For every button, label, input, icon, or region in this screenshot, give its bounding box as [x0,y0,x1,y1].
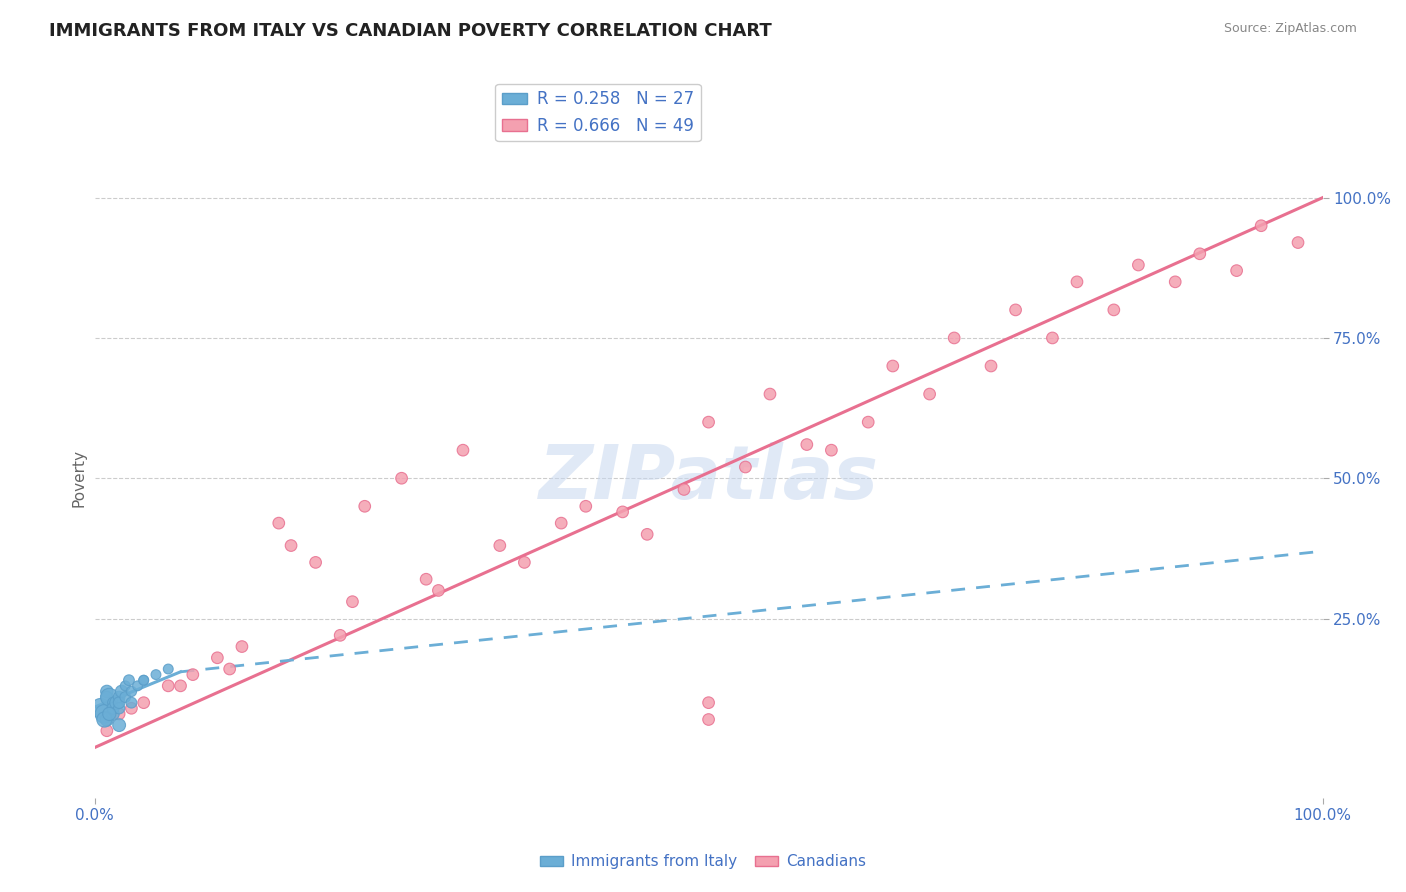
Point [796,437,818,451]
Point [1102,302,1125,317]
Point [943,331,966,345]
Point [451,443,474,458]
Point [636,527,658,541]
Point [415,572,437,586]
Point [1004,302,1026,317]
Point [108,718,131,732]
Point [120,701,142,715]
Point [101,696,124,710]
Point [108,690,131,704]
Point [858,415,880,429]
Point [550,516,572,530]
Point [980,359,1002,373]
Point [132,696,155,710]
Point [114,679,136,693]
Point [110,684,132,698]
Point [342,595,364,609]
Point [1286,235,1309,250]
Point [108,696,131,710]
Text: IMMIGRANTS FROM ITALY VS CANADIAN POVERTY CORRELATION CHART: IMMIGRANTS FROM ITALY VS CANADIAN POVERT… [49,22,772,40]
Point [513,555,536,569]
Point [218,662,240,676]
Point [96,713,118,727]
Legend: Immigrants from Italy, Canadians: Immigrants from Italy, Canadians [534,848,872,875]
Point [280,539,302,553]
Point [759,387,782,401]
Point [132,673,155,688]
Point [1066,275,1088,289]
Point [1226,263,1249,277]
Point [697,696,720,710]
Point [132,673,155,688]
Text: ZIPatlas: ZIPatlas [538,442,879,515]
Point [157,679,180,693]
Point [101,701,124,715]
Point [118,673,141,688]
Point [353,500,375,514]
Y-axis label: Poverty: Poverty [72,450,86,508]
Point [1128,258,1150,272]
Point [98,690,121,704]
Point [267,516,290,530]
Point [231,640,253,654]
Text: Source: ZipAtlas.com: Source: ZipAtlas.com [1223,22,1357,36]
Point [488,539,510,553]
Point [120,696,142,710]
Point [127,679,149,693]
Point [575,500,598,514]
Point [1042,331,1064,345]
Point [697,713,720,727]
Point [612,505,634,519]
Point [114,690,136,704]
Point [1188,247,1211,261]
Point [101,706,124,721]
Point [96,690,118,704]
Point [427,583,450,598]
Point [329,628,352,642]
Point [105,696,128,710]
Point [672,483,695,497]
Point [96,684,118,698]
Point [734,460,756,475]
Point [820,443,842,458]
Point [93,713,115,727]
Point [93,706,115,721]
Point [207,650,229,665]
Point [1250,219,1272,233]
Point [882,359,904,373]
Point [120,684,142,698]
Point [108,701,131,715]
Point [169,679,191,693]
Point [697,415,720,429]
Point [157,662,180,676]
Point [918,387,941,401]
Point [181,667,204,681]
Point [304,555,326,569]
Point [391,471,413,485]
Point [98,706,121,721]
Point [96,723,118,738]
Point [108,706,131,721]
Point [90,701,112,715]
Point [1164,275,1187,289]
Legend: R = 0.258   N = 27, R = 0.666   N = 49: R = 0.258 N = 27, R = 0.666 N = 49 [495,84,700,141]
Point [145,667,167,681]
